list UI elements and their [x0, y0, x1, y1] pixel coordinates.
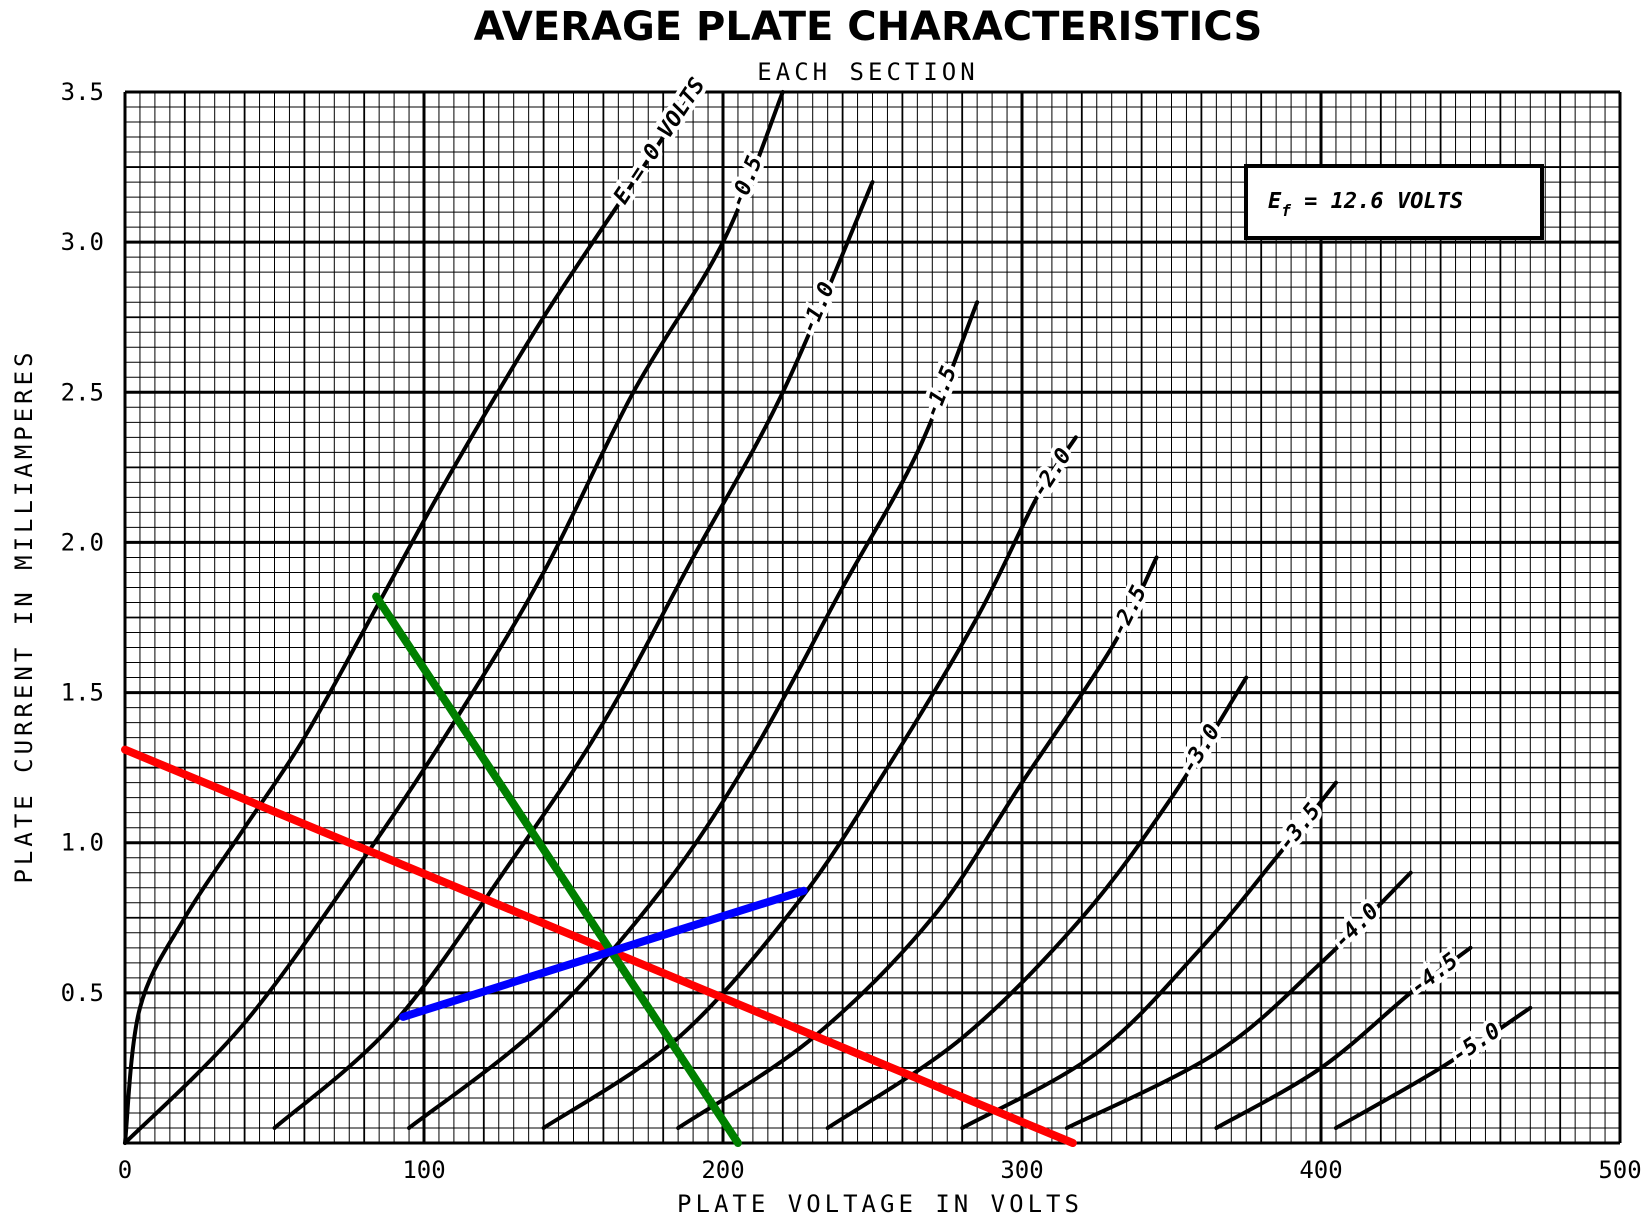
y-tick-label: 1.5 — [61, 679, 104, 707]
curve-8 — [960, 780, 1338, 1130]
x-tick-label: 400 — [1299, 1156, 1342, 1184]
y-tick-label: 3.0 — [61, 228, 104, 256]
curve-label: E = 0 VOLTS — [609, 74, 710, 209]
chart-title: AVERAGE PLATE CHARACTERISTICS — [474, 4, 1263, 50]
x-tick-label: 500 — [1598, 1156, 1641, 1184]
filament-voltage-box: Ef = 12.6 VOLTS — [1244, 164, 1544, 240]
curve-2 — [123, 90, 785, 1145]
curve-label-group: -2.5 — [1102, 578, 1156, 645]
overlay-lines — [121, 592, 1077, 1147]
curve-7 — [825, 675, 1249, 1130]
curve-4 — [407, 300, 980, 1130]
svg-text:Ef = 12.6 VOLTS: Ef = 12.6 VOLTS — [1268, 189, 1463, 220]
tick-labels: 0 100 200 300 400 500 0.5 1.0 1.5 2.0 2.5 3.0 3.5 — [61, 78, 1642, 1184]
characteristic-curves — [123, 90, 1533, 1145]
y-tick-label: 0.5 — [61, 979, 104, 1007]
y-tick-label: 3.5 — [61, 78, 104, 106]
y-axis-label: PLATE CURRENT IN MILLIAMPERES — [10, 348, 38, 883]
curve-1 — [123, 90, 696, 1145]
curve-3 — [272, 180, 875, 1130]
curve-label: -2.5 — [1106, 582, 1152, 641]
chart-subtitle: EACH SECTION — [757, 58, 978, 86]
curve-6 — [676, 555, 1159, 1130]
y-tick-label: 1.0 — [61, 829, 104, 857]
x-tick-label: 200 — [701, 1156, 744, 1184]
x-axis-label: PLATE VOLTAGE IN VOLTS — [677, 1190, 1083, 1218]
overlay-line-1 — [121, 745, 1077, 1147]
curve-label: -3.0 — [1176, 720, 1225, 778]
x-tick-label: 300 — [1000, 1156, 1043, 1184]
annotation-subscript: f — [1281, 201, 1291, 220]
curve-9 — [1064, 870, 1413, 1130]
overlay-line-2 — [372, 592, 742, 1147]
x-tick-label: 100 — [402, 1156, 445, 1184]
y-tick-label: 2.5 — [61, 378, 104, 406]
curve-10 — [1214, 945, 1473, 1130]
curve-label-group: -3.0 — [1172, 716, 1229, 782]
annotation-rest: = 12.6 VOLTS — [1291, 189, 1463, 214]
curve-11 — [1333, 1005, 1533, 1130]
overlay-line-3 — [399, 886, 808, 1021]
x-tick-label: 0 — [118, 1156, 132, 1184]
y-tick-label: 2.0 — [61, 528, 104, 556]
curve-label-group: E = 0 VOLTS — [605, 70, 714, 213]
annotation-symbol: E — [1268, 189, 1282, 214]
curve-5 — [541, 435, 1078, 1130]
grid — [123, 90, 1622, 1145]
